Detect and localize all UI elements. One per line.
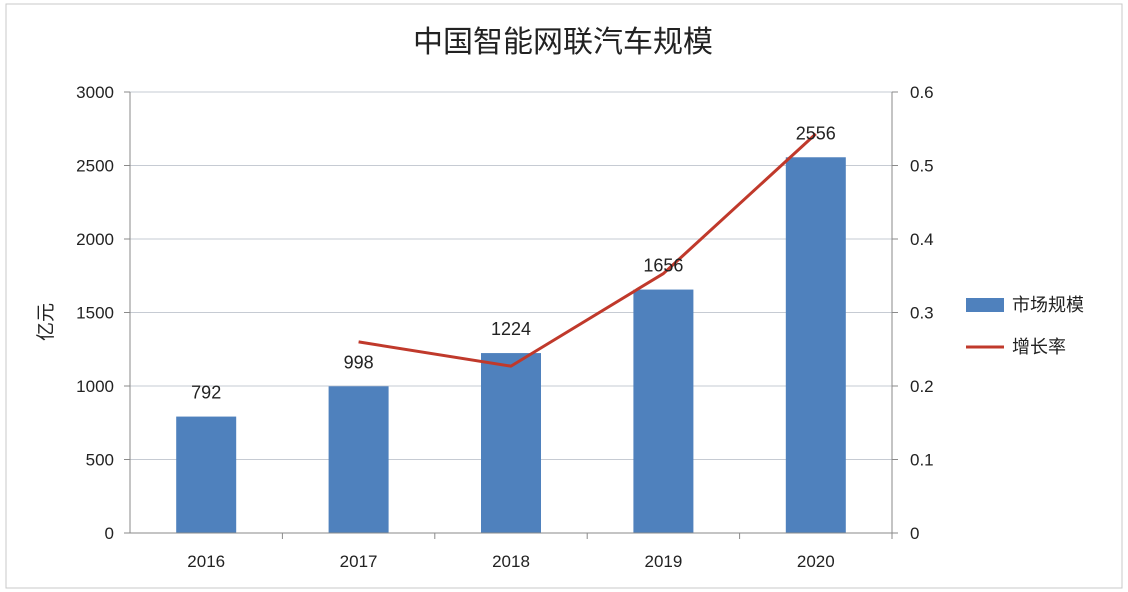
legend-label-bar: 市场规模 (1012, 295, 1084, 316)
axes: 0 500 1000 1500 2000 2500 3000 0 0.1 0.2 0.3 0.4 0.5… (76, 83, 933, 571)
legend-label-line: 增长率 (1012, 337, 1066, 358)
y-tick-label: 2000 (76, 230, 114, 249)
y-tick-label: 0 (105, 524, 114, 543)
y2-tick-label: 0.5 (910, 157, 934, 176)
y-tick-label: 1000 (76, 377, 114, 396)
y-tick-label: 500 (86, 451, 114, 470)
y2-tick-label: 0.1 (910, 451, 934, 470)
legend-swatch-bar (966, 298, 1004, 312)
gridlines (130, 91, 892, 460)
bar (176, 416, 237, 533)
y-tick-label: 3000 (76, 83, 114, 102)
y-axis-label: 亿元 (35, 303, 57, 341)
x-tick-label: 2018 (492, 552, 530, 571)
x-tick-label: 2016 (187, 552, 225, 571)
x-tick-label: 2020 (797, 552, 835, 571)
y-tick-label: 2500 (76, 157, 114, 176)
y2-tick-label: 0.2 (910, 377, 934, 396)
y2-tick-label: 0.3 (910, 304, 934, 323)
y-tick-label: 1500 (76, 304, 114, 323)
bar-value-label: 1656 (643, 256, 683, 276)
data-labels: 792 998 1224 1656 2556 (191, 123, 836, 402)
bar (633, 289, 694, 533)
growth-rate-line (358, 132, 817, 368)
bar-series (176, 157, 846, 533)
x-tick-label: 2019 (644, 552, 682, 571)
y2-tick-label: 0.6 (910, 83, 934, 102)
bar (785, 157, 846, 533)
bar-value-label: 998 (344, 352, 374, 372)
bar-value-label: 792 (191, 383, 221, 403)
y2-tick-label: 0 (910, 524, 919, 543)
bar-value-label: 2556 (796, 123, 836, 143)
chart-title: 中国智能网联汽车规模 (413, 25, 713, 60)
line-series (358, 132, 817, 368)
bar (328, 386, 389, 533)
bar-value-label: 1224 (491, 319, 531, 339)
y2-tick-label: 0.4 (910, 230, 934, 249)
x-tick-label: 2017 (340, 552, 378, 571)
bar (481, 353, 541, 533)
